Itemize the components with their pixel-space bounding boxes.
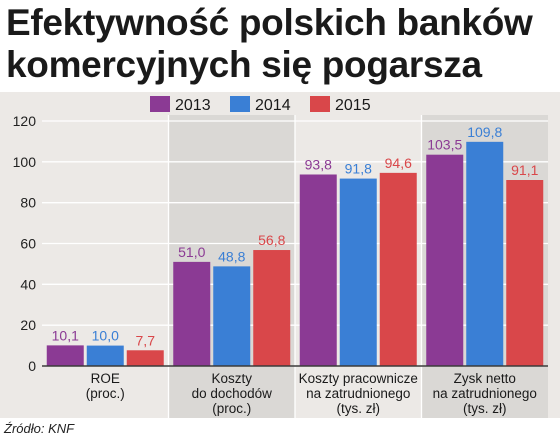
legend-label: 2014 bbox=[255, 97, 291, 114]
y-tick-label: 120 bbox=[13, 113, 37, 129]
bar bbox=[426, 154, 464, 366]
bar bbox=[126, 350, 164, 366]
x-category-label: ROE bbox=[91, 371, 120, 386]
y-tick-label: 100 bbox=[13, 154, 37, 170]
y-tick-label: 80 bbox=[20, 195, 36, 211]
bar-value-label: 10,0 bbox=[92, 328, 119, 344]
x-category-label: na zatrudnionego bbox=[433, 386, 537, 401]
bar-value-label: 10,1 bbox=[52, 327, 79, 343]
bar-chart: 0 20 40 60 80 100 120 10,1 51,0 93,8 103,5 10,0 48,8… bbox=[13, 96, 548, 418]
bar-value-label: 7,7 bbox=[136, 332, 156, 348]
x-category-label: (tys. zł) bbox=[463, 401, 507, 416]
bar bbox=[379, 172, 417, 366]
bar-value-label: 48,8 bbox=[218, 248, 245, 264]
bar bbox=[339, 178, 377, 366]
title-line-2: komercyjnych się pogarsza bbox=[6, 44, 482, 85]
x-category-label: (proc.) bbox=[86, 386, 125, 401]
legend-label: 2015 bbox=[335, 97, 371, 114]
bar-value-label: 93,8 bbox=[305, 156, 332, 172]
bar-value-label: 94,6 bbox=[385, 155, 412, 171]
legend-swatch bbox=[150, 96, 170, 112]
bar-value-label: 109,8 bbox=[467, 124, 502, 140]
bar bbox=[86, 345, 124, 366]
x-category-label: na zatrudnionego bbox=[306, 386, 410, 401]
title-line-1: Efektywność polskich banków bbox=[6, 2, 533, 43]
bar-value-label: 51,0 bbox=[178, 244, 205, 260]
bar bbox=[173, 261, 211, 366]
bar bbox=[213, 266, 251, 366]
x-category-label: do dochodów bbox=[192, 386, 273, 401]
bar-value-label: 91,1 bbox=[511, 162, 538, 178]
bar-value-label: 103,5 bbox=[427, 137, 462, 153]
legend-swatch bbox=[310, 96, 330, 112]
bar bbox=[299, 174, 337, 366]
y-tick-label: 60 bbox=[20, 236, 36, 252]
x-category-label: Koszty bbox=[211, 371, 252, 386]
bar bbox=[466, 141, 504, 366]
x-category-label: (tys. zł) bbox=[337, 401, 381, 416]
x-category-label: Zysk netto bbox=[454, 371, 516, 386]
bar bbox=[253, 250, 291, 366]
bar bbox=[506, 180, 544, 366]
legend-label: 2013 bbox=[175, 97, 211, 114]
legend-swatch bbox=[230, 96, 250, 112]
y-tick-label: 40 bbox=[20, 276, 36, 292]
x-category-label: (proc.) bbox=[212, 401, 251, 416]
chart-title: Efektywność polskich banków komercyjnych… bbox=[6, 2, 556, 86]
x-category-label: Koszty pracownicze bbox=[299, 371, 418, 386]
bar bbox=[46, 345, 84, 366]
bar-value-label: 91,8 bbox=[345, 161, 372, 177]
y-tick-label: 20 bbox=[20, 317, 36, 333]
source-note: Źródło: KNF bbox=[4, 421, 75, 436]
y-tick-label: 0 bbox=[28, 358, 36, 374]
bar-value-label: 56,8 bbox=[258, 232, 285, 248]
